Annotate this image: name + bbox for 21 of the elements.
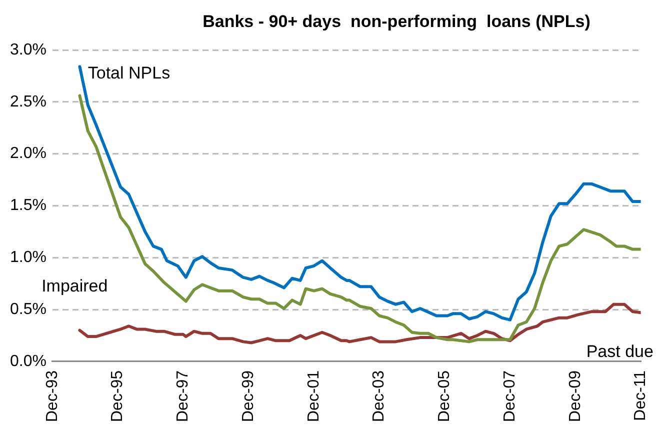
y-tick-label: 0.0%: [10, 352, 46, 370]
x-tick-label: Dec-05: [436, 370, 454, 422]
y-tick-label: 2.0%: [10, 145, 46, 162]
x-tick-label: Dec-95: [109, 370, 126, 422]
y-tick-label: 3.0%: [10, 41, 46, 58]
y-tick-label: 1.0%: [10, 249, 46, 266]
y-tick-label: 2.5%: [10, 93, 46, 110]
x-tick-label: Dec-11: [632, 370, 650, 421]
x-tick-label: Dec-93: [44, 370, 61, 422]
x-tick-label: Dec-09: [566, 370, 584, 422]
x-tick-label: Dec-97: [174, 370, 192, 422]
y-tick-label: 0.5%: [10, 300, 46, 318]
x-tick-label: Dec-07: [501, 370, 518, 422]
text: Impaired: [42, 276, 108, 296]
y-tick-label: 1.5%: [10, 197, 46, 214]
x-tick-label: Dec-99: [240, 370, 257, 422]
chart-title: Banks - 90+ days non-performing loans (NPLs): [202, 12, 592, 32]
series-label: Past due: [586, 342, 654, 361]
x-tick-label: Dec-03: [370, 370, 388, 422]
series-label: Total NPLs: [88, 64, 170, 83]
x-tick-label: Dec-01: [305, 370, 322, 422]
